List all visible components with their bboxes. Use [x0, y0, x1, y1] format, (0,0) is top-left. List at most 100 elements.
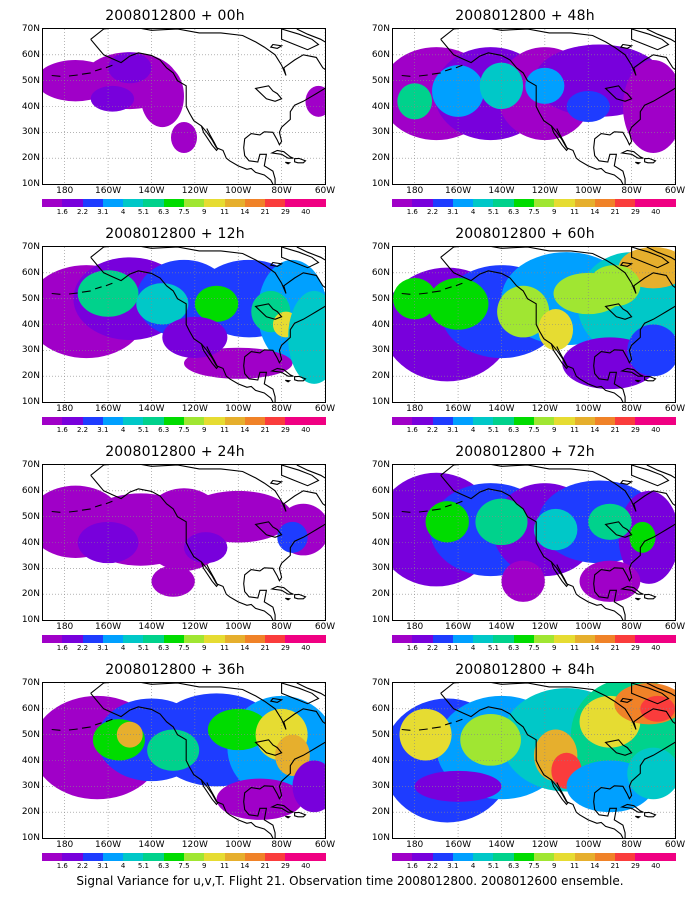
- longitude-label: 140W: [488, 622, 515, 632]
- colorbar-label: 6.3: [158, 208, 170, 216]
- latitude-label: 10N: [21, 615, 40, 625]
- coastline: [440, 465, 675, 620]
- coastlines: [401, 247, 675, 402]
- colorbar-swatch: [452, 853, 474, 861]
- colorbar-label: 5.1: [137, 426, 149, 434]
- colorbar-swatch: [82, 635, 103, 643]
- colorbar-label: 1.6: [406, 208, 418, 216]
- longitude-label: 140W: [138, 840, 165, 850]
- coastline: [440, 474, 624, 620]
- latitude-label: 40N: [371, 101, 390, 112]
- map-plot-area: [42, 246, 326, 403]
- map-plot-area: [392, 464, 676, 621]
- variance-contour: [136, 283, 189, 325]
- variance-contour: [479, 62, 524, 110]
- colorbar-label: 3.1: [447, 862, 459, 870]
- colorbar-swatch: [265, 417, 286, 425]
- colorbar-swatch: [305, 635, 326, 643]
- colorbar-swatch: [244, 417, 266, 425]
- variance-map: [393, 465, 675, 620]
- colorbar-swatch: [513, 635, 534, 643]
- colorbar-swatch: [554, 417, 575, 425]
- map-panel: 2008012800 + 24h 70N 60N 50N 40N 30N 20N 10N 180…: [10, 444, 340, 659]
- variance-contours: [393, 44, 675, 153]
- coastline: [81, 508, 91, 511]
- latitude-label: 60N: [21, 267, 40, 278]
- colorbar-label: 29: [630, 426, 640, 434]
- longitude-label: 140W: [488, 840, 515, 850]
- colorbar-label: 14: [240, 426, 250, 434]
- coastline: [105, 500, 113, 505]
- latitude-label: 30N: [21, 345, 40, 356]
- latitude-label: 40N: [21, 755, 40, 766]
- colorbar-swatch: [82, 853, 103, 861]
- coastline: [285, 379, 292, 383]
- coastline: [619, 479, 634, 485]
- latitude-label: 60N: [21, 485, 40, 496]
- colorbar-swatch: [224, 853, 245, 861]
- colorbar-swatch: [285, 417, 306, 425]
- colorbar-swatch: [432, 417, 453, 425]
- longitude-label: 140W: [488, 186, 515, 196]
- variance-contour: [90, 85, 135, 112]
- colorbar-swatch: [204, 417, 225, 425]
- colorbar-label: 11: [220, 208, 230, 216]
- colorbar-swatches: [42, 417, 326, 425]
- variance-map: [393, 29, 675, 184]
- colorbar-swatch: [163, 635, 184, 643]
- colorbar-swatches: [42, 635, 326, 643]
- colorbar-swatch: [244, 199, 266, 207]
- latitude-axis: 70N 60N 50N 40N 30N 20N 10N: [360, 242, 390, 407]
- colorbar-swatch: [143, 199, 164, 207]
- colorbar-label: 1.6: [56, 208, 68, 216]
- colorbar-label: 21: [610, 426, 620, 434]
- longitude-axis: 180 160W 140W 120W 100W 80W 60W: [392, 186, 685, 198]
- panel-title: 2008012800 + 00h: [105, 8, 245, 24]
- longitude-label: 60W: [664, 622, 686, 632]
- latitude-axis: 70N 60N 50N 40N 30N 20N 10N: [360, 678, 390, 843]
- colorbar-label: 11: [220, 862, 230, 870]
- latitude-label: 20N: [21, 589, 40, 600]
- latitude-label: 30N: [371, 345, 390, 356]
- colorbar-label: 7.5: [528, 208, 540, 216]
- latitude-label: 70N: [371, 678, 390, 688]
- colorbar-swatch: [143, 635, 164, 643]
- colorbar-label: 14: [590, 208, 600, 216]
- latitude-label: 70N: [371, 242, 390, 252]
- variance-contours: [43, 257, 325, 384]
- colorbar-label: 11: [570, 644, 580, 652]
- coastline: [68, 292, 78, 295]
- colorbar-swatch: [265, 199, 286, 207]
- colorbar-swatch: [412, 199, 433, 207]
- variance-map: [43, 29, 325, 184]
- colorbar-swatch: [62, 635, 83, 643]
- colorbar-swatch: [615, 635, 636, 643]
- longitude-axis: 180 160W 140W 120W 100W 80W 60W: [42, 622, 335, 634]
- colorbar-label: 5.1: [487, 426, 499, 434]
- colorbar-swatch: [412, 853, 433, 861]
- variance-contour: [432, 65, 485, 117]
- coastline: [619, 43, 634, 49]
- latitude-label: 60N: [371, 49, 390, 60]
- coastline: [270, 585, 294, 595]
- colorbar-label: 7.5: [178, 862, 190, 870]
- figure-caption: Signal Variance for u,v,T. Flight 21. Ob…: [76, 874, 624, 888]
- colorbar-swatch: [123, 635, 144, 643]
- variance-contours: [393, 683, 675, 823]
- latitude-label: 40N: [21, 537, 40, 548]
- colorbar-label: 3.1: [97, 426, 109, 434]
- longitude-label: 80W: [621, 186, 642, 196]
- latitude-label: 40N: [371, 755, 390, 766]
- colorbar-label: 14: [590, 644, 600, 652]
- latitude-axis: 70N 60N 50N 40N 30N 20N 10N: [10, 460, 40, 625]
- colorbar-label: 5.1: [137, 644, 149, 652]
- longitude-axis: 180 160W 140W 120W 100W 80W 60W: [392, 840, 685, 852]
- longitude-label: 60W: [314, 622, 336, 632]
- colorbar: 1.6 2.2 3.1 4 5.1 6.3 7.5 9 11 14 21 29 40: [392, 199, 676, 221]
- colorbar-swatch: [513, 417, 534, 425]
- longitude-label: 60W: [664, 186, 686, 196]
- variance-contour: [216, 778, 304, 820]
- colorbar-label: 14: [590, 426, 600, 434]
- coastline: [200, 779, 219, 806]
- colorbar-label: 3.1: [447, 426, 459, 434]
